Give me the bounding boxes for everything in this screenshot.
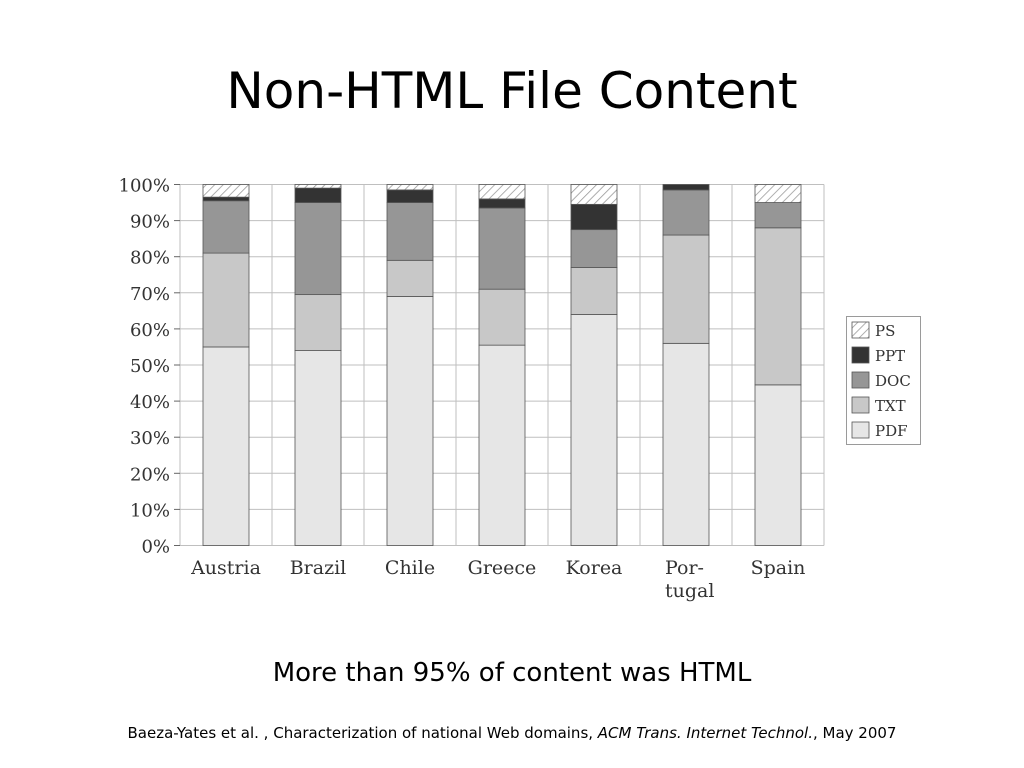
y-tick-label: 70%	[130, 284, 170, 305]
legend-swatch-ps	[851, 321, 870, 339]
bar-segment-pdf	[294, 350, 342, 546]
y-tick-label: 20%	[130, 464, 170, 485]
y-tick-label: 10%	[130, 500, 170, 521]
legend-swatch-txt	[851, 396, 870, 414]
bar-segment-doc	[294, 202, 342, 296]
bar-segment-doc	[386, 202, 434, 261]
y-tick-label: 90%	[130, 212, 170, 233]
legend: PS PPT DOC TXT PDF	[846, 316, 921, 445]
bar-segment-pdf	[662, 342, 710, 546]
y-tick-label: 80%	[130, 248, 170, 269]
bar-segment-txt	[202, 252, 250, 348]
bar-segment-doc	[662, 189, 710, 236]
bars-layer	[202, 184, 802, 546]
bar-segment-ppt	[294, 187, 342, 203]
bar-segment-pdf	[478, 344, 526, 546]
bar-segment-ppt	[386, 189, 434, 203]
legend-label: TXT	[875, 397, 906, 415]
slide-title: Non-HTML File Content	[226, 62, 798, 120]
y-tick-label: 40%	[130, 392, 170, 413]
bar-segment-pdf	[386, 296, 434, 546]
bar-segment-pdf	[202, 346, 250, 546]
bar-segment-ppt	[662, 184, 710, 191]
bar-segment-doc	[754, 202, 802, 229]
x-tick-label: Chile	[385, 557, 435, 579]
bar-segment-txt	[386, 259, 434, 297]
slide-caption: More than 95% of content was HTML	[272, 658, 752, 688]
bar-segment-pdf	[754, 384, 802, 546]
bar-segment-doc	[478, 207, 526, 290]
bar-segment-ps	[754, 184, 802, 203]
bar-segment-doc	[202, 200, 250, 254]
bar-segment-pdf	[570, 314, 618, 546]
citation-journal: ACM Trans. Internet Technol.	[597, 724, 813, 742]
bar-segment-txt	[478, 288, 526, 346]
legend-label: PDF	[875, 422, 908, 440]
legend-label: DOC	[875, 372, 911, 390]
bar-segment-ps	[386, 184, 434, 191]
legend-label: PPT	[875, 347, 905, 365]
x-tick-label: Austria	[190, 557, 261, 579]
bar-segment-txt	[754, 227, 802, 386]
y-tick-label: 0%	[141, 537, 170, 558]
x-tick-label: Por-tugal	[665, 557, 714, 602]
x-axis: Austria Brazil Chile Greece Korea Por-tugal Sp…	[190, 557, 805, 602]
x-tick-label: Brazil	[290, 557, 347, 579]
bar-segment-ps	[570, 184, 618, 205]
bar-segment-doc	[570, 229, 618, 268]
y-tick-label: 50%	[130, 356, 170, 377]
y-tick-label: 100%	[119, 176, 170, 197]
citation-suffix: , May 2007	[812, 724, 897, 742]
bar-segment-txt	[662, 234, 710, 344]
bar-segment-ppt	[202, 196, 250, 202]
y-axis: 0% 10% 20% 30% 40% 50% 60% 70% 80% 90% 100%	[119, 176, 180, 558]
bar-segment-ppt	[570, 203, 618, 231]
y-tick-label: 30%	[130, 428, 170, 449]
bar-segment-txt	[294, 294, 342, 351]
legend-swatch-ppt	[851, 346, 870, 364]
citation: Baeza-Yates et al. , Characterization of…	[0, 724, 1024, 742]
bar-segment-ppt	[478, 198, 526, 209]
bar-segment-ps	[202, 184, 250, 198]
legend-swatch-doc	[851, 371, 870, 389]
bar-segment-ps	[478, 184, 526, 200]
y-tick-label: 60%	[130, 320, 170, 341]
legend-swatch-pdf	[851, 421, 870, 439]
x-tick-label: Korea	[566, 557, 623, 579]
legend-label: PS	[875, 322, 895, 340]
bar-segment-txt	[570, 267, 618, 315]
citation-prefix: Baeza-Yates et al. , Characterization of…	[127, 724, 598, 742]
bar-segment-ps	[294, 184, 342, 189]
x-tick-label: Spain	[751, 557, 806, 579]
x-tick-label: Greece	[468, 557, 537, 579]
